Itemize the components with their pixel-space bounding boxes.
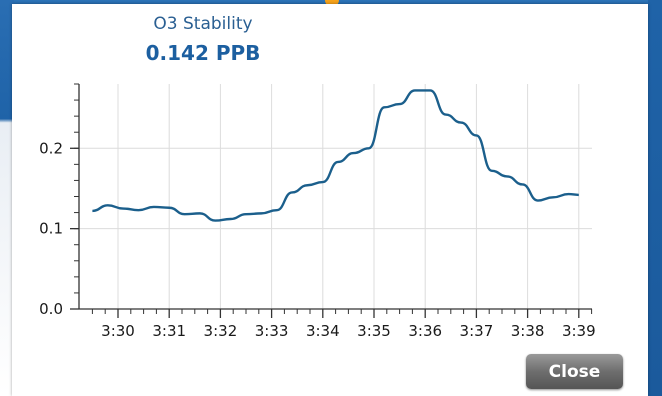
- left-background-strip: [0, 0, 14, 396]
- x-tick-label: 3:36: [408, 322, 442, 340]
- x-tick-label: 3:39: [562, 322, 596, 340]
- x-tick-label: 3:38: [511, 322, 545, 340]
- chart-tick-labels: 3:30 3:31 3:32 3:33 3:34 3:35 3:36 3:37 3:38 3:39…: [39, 139, 596, 340]
- x-tick-label: 3:34: [306, 322, 340, 340]
- o3-stability-dialog: O3 Stability 0.142 PPB 3:30 3:31 3:32 3:33 3…: [12, 4, 648, 396]
- x-tick-label: 3:37: [460, 322, 494, 340]
- status-indicator-dot: [325, 0, 339, 7]
- chart-axes: [70, 83, 593, 318]
- y-tick-label: 0.0: [39, 300, 63, 318]
- y-tick-label: 0.2: [39, 139, 63, 157]
- x-tick-label: 3:33: [255, 322, 289, 340]
- stability-value: 0.142 PPB: [145, 41, 261, 65]
- x-tick-label: 3:31: [152, 322, 186, 340]
- stability-chart: 3:30 3:31 3:32 3:33 3:34 3:35 3:36 3:37 3:38 3:39…: [39, 83, 596, 340]
- x-tick-label: 3:30: [101, 322, 135, 340]
- close-button[interactable]: Close: [526, 354, 623, 389]
- dialog-title: O3 Stability: [153, 14, 253, 34]
- x-tick-label: 3:35: [357, 322, 391, 340]
- right-background-strip: [648, 0, 662, 396]
- chart-series: [92, 89, 579, 222]
- x-tick-label: 3:32: [204, 322, 238, 340]
- o3-series-line: [92, 89, 579, 222]
- chart-grid: [79, 84, 592, 309]
- y-tick-label: 0.1: [39, 220, 63, 238]
